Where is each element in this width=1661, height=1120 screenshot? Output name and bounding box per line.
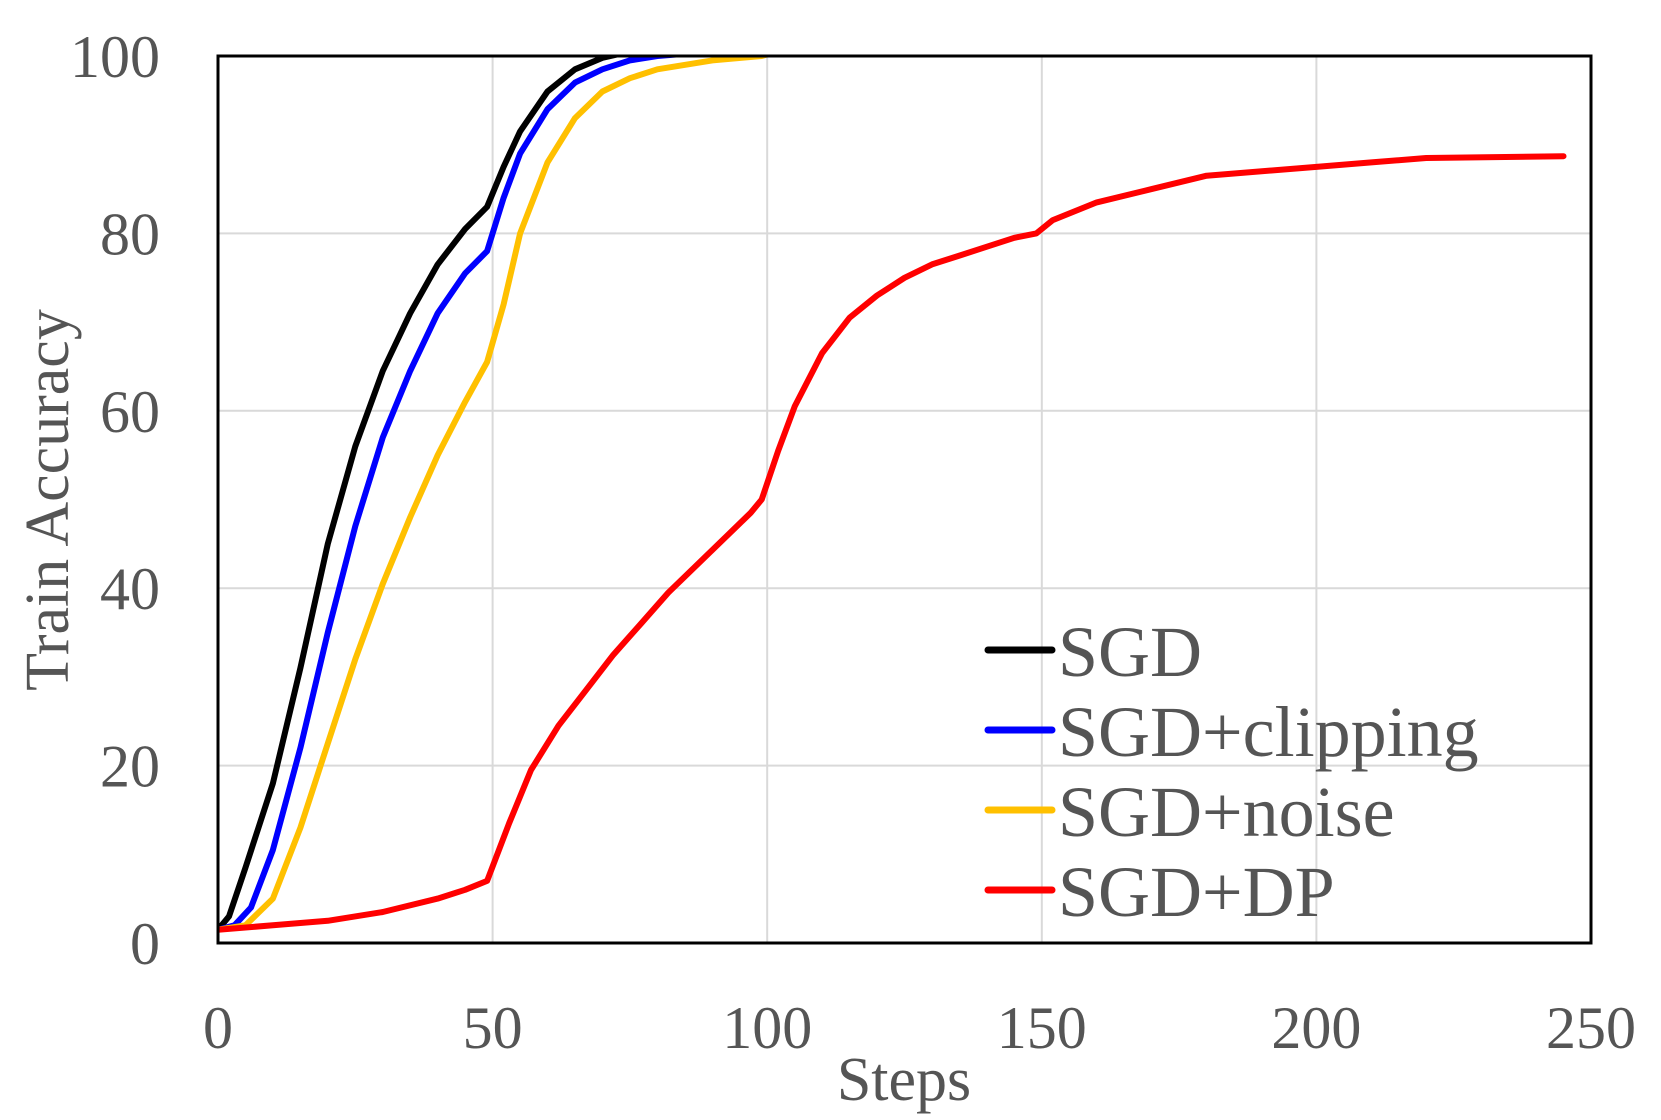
x-axis-label: Steps <box>837 1046 971 1114</box>
x-tick-label: 200 <box>1271 995 1361 1061</box>
y-tick-label: 80 <box>100 201 160 267</box>
y-axis-label: Train Accuracy <box>14 309 82 691</box>
series-line-sgd-clipping <box>218 56 695 933</box>
tick-labels: 0 50 100 150 200 250 0 20 40 60 80 100 <box>70 24 1636 1061</box>
series-line-sgd <box>218 56 625 933</box>
y-tick-label: 40 <box>100 556 160 622</box>
legend-label-sgd-dp: SGD+DP <box>1058 852 1335 932</box>
y-tick-label: 20 <box>100 734 160 800</box>
legend-label-sgd: SGD <box>1058 612 1202 692</box>
y-tick-label: 100 <box>70 24 160 90</box>
x-tick-label: 100 <box>722 995 812 1061</box>
series-lines <box>218 56 1567 933</box>
x-tick-label: 150 <box>997 995 1087 1061</box>
x-tick-label: 0 <box>203 995 233 1061</box>
x-tick-label: 250 <box>1546 995 1636 1061</box>
legend-label-sgd-clipping: SGD+clipping <box>1058 692 1479 772</box>
series-line-sgd-noise <box>218 56 774 933</box>
x-tick-label: 50 <box>463 995 523 1061</box>
y-tick-label: 60 <box>100 379 160 445</box>
y-tick-label: 0 <box>130 911 160 977</box>
series-line-sgd-dp <box>218 153 1567 933</box>
plot-frame <box>216 54 1593 945</box>
legend-label-sgd-noise: SGD+noise <box>1058 772 1395 852</box>
